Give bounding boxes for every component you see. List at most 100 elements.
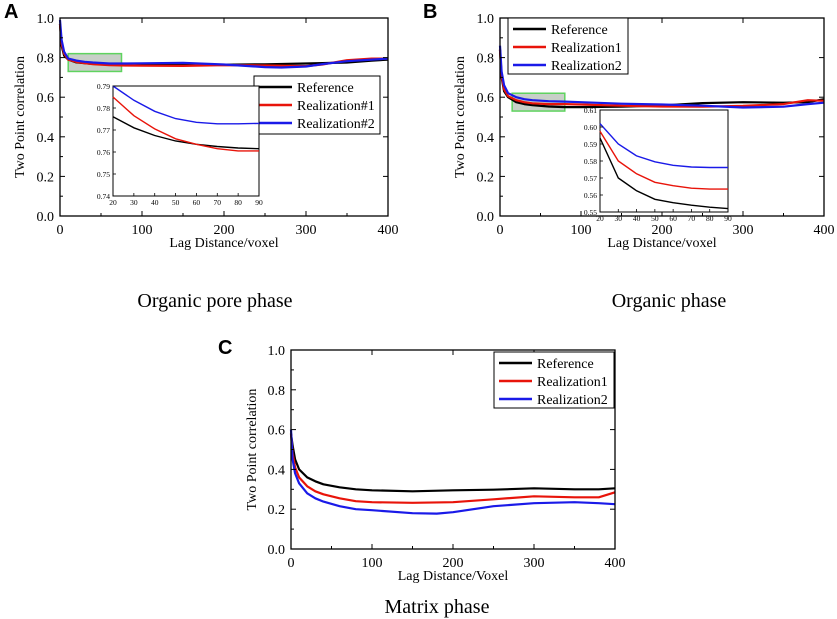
legend-entry: Realization#2 [297,117,375,132]
y-tick-label: 1.0 [37,12,55,27]
x-tick-label: 200 [214,223,235,238]
inset-y-tick-label: 0.74 [97,192,110,201]
inset-x-tick-label: 70 [688,214,696,223]
x-tick-label: 300 [524,556,545,571]
inset-y-tick-label: 0.57 [584,174,597,183]
inset-x-tick-label: 90 [724,214,732,223]
y-tick-label: 0.8 [477,52,495,67]
y-tick-label: 0.4 [37,131,55,146]
inset-series-line [112,96,259,152]
y-axis-label: Two Point correlation [13,56,28,178]
inset-x-tick-label: 40 [633,214,641,223]
x-axis-label: Lag Distance/voxel [607,236,716,251]
chart-organic-phase: 0 100 200 300 400 0.0 0.2 0.4 0.6 0.8 1.0 Lag Dista… [453,12,835,251]
legend-entry: Reference [537,357,594,372]
inset-x-tick-label: 80 [234,198,242,207]
inset-x-tick-label: 30 [615,214,623,223]
inset-x-tick-label: 50 [172,198,180,207]
y-tick-label: 1.0 [268,344,286,359]
legend-entry: Realization2 [551,59,622,74]
legend-entry: Realization1 [551,41,622,56]
inset-y-tick-label: 0.78 [97,104,110,113]
series-line-realization1 [498,49,825,108]
y-tick-label: 0.4 [477,131,495,146]
x-axis-label: Lag Distance/Voxel [398,569,509,584]
x-tick-label: 100 [571,223,592,238]
legend-entry: Realization1 [537,375,608,390]
chart-organic-pore-phase: 0 100 200 300 400 0.0 0.2 0.4 0.6 0.8 1.0 Lag Dista… [13,12,399,251]
y-tick-label: 0.0 [268,543,286,558]
inset-series-line [112,116,260,150]
x-tick-label: 200 [443,556,464,571]
x-tick-label: 400 [605,556,626,571]
y-tick-label: 0.8 [37,52,55,67]
x-tick-label: 300 [733,223,754,238]
inset-y-tick-label: 0.60 [584,123,597,132]
inset-y-tick-label: 0.61 [584,106,597,115]
inset-y-tick-label: 0.75 [97,170,110,179]
x-axis-label: Lag Distance/voxel [169,236,278,251]
inset-series-line [599,137,729,210]
inset-y-tick-label: 0.59 [584,140,597,149]
inset-y-tick-label: 0.55 [584,208,597,217]
series-line-realization2 [498,45,825,109]
panel-letter-b: B [423,1,437,23]
y-tick-label: 0.6 [268,424,286,439]
inset-y-tick-label: 0.58 [584,157,597,166]
x-tick-label: 400 [378,223,399,238]
inset-x-tick-label: 60 [193,198,201,207]
caption-organic-pore-phase: Organic pore phase [137,290,292,312]
x-tick-label: 400 [814,223,835,238]
panel-letter-c: C [218,337,232,359]
inset-x-tick-label: 30 [130,198,138,207]
x-tick-label: 100 [362,556,383,571]
y-axis-label: Two Point correlation [453,56,468,178]
inset-zoom-chart: 20 30 40 50 60 70 80 90 0.55 0.56 0.57 0.58 0.59 0.60… [584,106,732,223]
y-tick-label: 1.0 [477,12,495,27]
y-tick-label: 0.2 [37,170,55,185]
y-tick-label: 0.4 [268,463,286,478]
chart-matrix-phase: 0 100 200 300 400 0.0 0.2 0.4 0.6 0.8 1.0 Lag Dista… [245,344,626,584]
inset-x-tick-label: 60 [669,214,677,223]
x-tick-label: 300 [296,223,317,238]
inset-frame [112,85,260,197]
y-axis-label: Two Point correlation [245,389,260,511]
y-tick-label: 0.0 [37,210,55,225]
y-tick-label: 0.8 [268,384,286,399]
inset-y-tick-label: 0.76 [97,148,110,157]
inset-y-tick-label: 0.79 [97,82,110,91]
y-tick-label: 0.2 [268,503,286,518]
inset-x-tick-label: 70 [214,198,222,207]
x-tick-label: 0 [497,223,504,238]
x-tick-label: 0 [288,556,295,571]
inset-series-line [599,130,728,190]
inset-x-tick-label: 90 [255,198,263,207]
inset-x-tick-label: 20 [109,198,117,207]
caption-organic-phase: Organic phase [612,290,727,312]
series-line-realization-2 [58,19,389,69]
inset-x-tick-label: 20 [596,214,604,223]
panel-letter-a: A [4,1,18,23]
inset-x-tick-label: 80 [706,214,714,223]
series-line-reference [289,433,616,493]
caption-matrix-phase: Matrix phase [385,596,490,618]
inset-series-line [112,85,260,125]
legend-entry: Reference [551,23,608,38]
legend-entry: Reference [297,81,354,96]
inset-zoom-chart: 20 30 40 50 60 70 80 90 0.74 0.75 0.76 0.77 0.78 0.79 [97,82,263,207]
inset-x-tick-label: 50 [651,214,659,223]
y-tick-label: 0.0 [477,210,495,225]
y-tick-label: 0.2 [477,170,495,185]
series-line-realization2 [289,429,616,515]
y-tick-label: 0.6 [477,91,495,106]
x-tick-label: 0 [57,223,64,238]
inset-x-tick-label: 40 [151,198,159,207]
legend-entry: Realization#1 [297,99,375,114]
y-tick-label: 0.6 [37,91,55,106]
legend-entry: Realization2 [537,393,608,408]
inset-series-line [599,123,728,169]
inset-y-tick-label: 0.77 [97,126,110,135]
x-tick-label: 100 [132,223,153,238]
x-tick-label: 200 [652,223,673,238]
